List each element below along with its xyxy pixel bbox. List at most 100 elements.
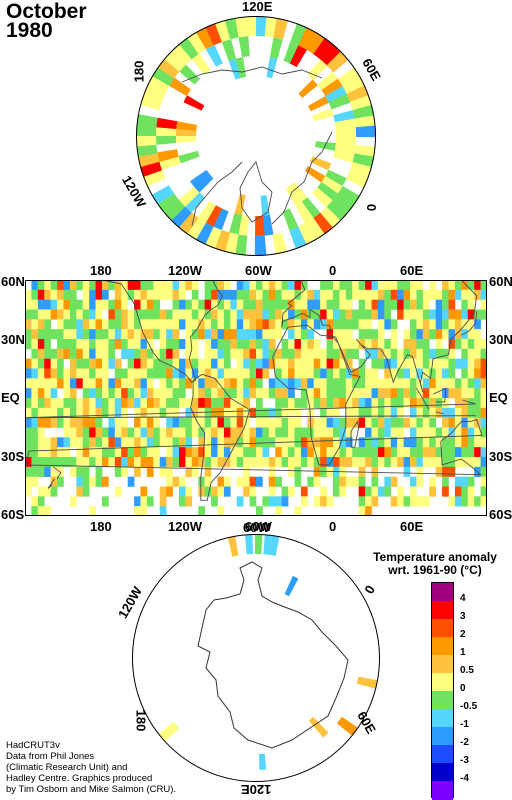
grid-cell: [256, 339, 263, 350]
grid-cell: [339, 329, 347, 340]
grid-cell: [37, 388, 45, 399]
grid-cell: [256, 299, 263, 310]
grid-cell: [461, 427, 469, 438]
grid-cell: [204, 398, 212, 409]
grid-cell: [358, 407, 366, 418]
grid-cell: [57, 280, 64, 291]
grid-cell: [63, 407, 71, 418]
grid-cell: [358, 319, 366, 330]
grid-cell: [377, 348, 385, 359]
grid-cell: [410, 427, 417, 438]
grid-cell: [410, 348, 417, 359]
grid-cell: [195, 222, 214, 245]
grid-cell: [288, 407, 295, 418]
grid-cell: [467, 319, 475, 330]
grid-cell: [31, 348, 39, 359]
grid-cell: [185, 368, 193, 379]
grid-cell: [211, 407, 218, 418]
grid-cell: [288, 368, 295, 379]
grid-cell: [335, 136, 356, 146]
grid-cell: [194, 174, 214, 193]
grid-cell: [268, 339, 276, 350]
grid-cell: [371, 358, 379, 369]
grid-cell: [365, 289, 372, 300]
grid-cell: [352, 339, 359, 350]
grid-cell: [339, 299, 347, 310]
grid-cell: [454, 447, 462, 458]
grid-cell: [198, 358, 205, 369]
grid-cell: [300, 289, 308, 300]
world-map-frame: [25, 280, 487, 516]
grid-cell: [204, 299, 212, 310]
grid-cell: [301, 197, 321, 219]
grid-cell: [179, 398, 186, 409]
grid-cell: [50, 407, 58, 418]
grid-cell: [230, 329, 238, 340]
grid-cell: [31, 496, 39, 507]
grid-cell: [480, 388, 487, 399]
grid-cell: [448, 437, 456, 448]
grid-cell: [454, 476, 462, 487]
grid-cell: [44, 329, 51, 340]
grid-cell: [179, 309, 186, 320]
grid-cell: [82, 339, 90, 350]
grid-cell: [281, 348, 289, 359]
grid-cell: [185, 378, 193, 389]
grid-cell: [320, 398, 327, 409]
grid-cell: [134, 289, 141, 300]
grid-cell: [243, 417, 250, 428]
grid-cell: [44, 398, 51, 409]
grid-cell: [410, 398, 417, 409]
grid-cell: [114, 339, 122, 350]
grid-cell: [320, 417, 327, 428]
grid-cell: [134, 378, 141, 389]
grid-cell: [313, 319, 321, 330]
grid-cell: [166, 309, 173, 320]
grid-cell: [416, 447, 424, 458]
grid-cell: [397, 398, 404, 409]
grid-cell: [172, 398, 180, 409]
grid-cell: [313, 496, 321, 507]
grid-cell: [134, 457, 141, 468]
grid-cell: [416, 339, 424, 350]
grid-cell: [377, 398, 385, 409]
grid-cell: [249, 496, 257, 507]
grid-cell: [454, 280, 462, 291]
grid-cell: [371, 427, 379, 438]
grid-cell: [275, 358, 282, 369]
grid-cell: [76, 280, 84, 291]
grid-cell: [256, 358, 263, 369]
bottom-longitude-label: 120W: [168, 519, 202, 534]
grid-cell: [108, 447, 116, 458]
grid-cell: [249, 378, 257, 389]
grid-cell: [429, 486, 436, 497]
south-label-60w: 60W: [243, 520, 270, 535]
grid-cell: [377, 299, 385, 310]
grid-cell: [191, 466, 199, 477]
grid-cell: [262, 319, 270, 330]
grid-cell: [337, 67, 361, 87]
grid-cell: [153, 309, 161, 320]
grid-cell: [198, 309, 205, 320]
grid-cell: [320, 299, 327, 310]
grid-cell: [467, 358, 475, 369]
grid-cell: [217, 309, 225, 320]
grid-cell: [243, 309, 250, 320]
grid-cell: [422, 329, 430, 340]
grid-cell: [159, 378, 167, 389]
grid-cell: [89, 358, 96, 369]
grid-cell: [146, 299, 154, 310]
grid-cell: [275, 506, 282, 516]
grid-cell: [230, 407, 238, 418]
grid-cell: [223, 358, 231, 369]
grid-cell: [326, 398, 334, 409]
grid-cell: [134, 358, 141, 369]
grid-cell: [397, 289, 404, 300]
grid-cell: [429, 457, 436, 468]
grid-cell: [454, 309, 462, 320]
grid-cell: [442, 348, 449, 359]
grid-cell: [153, 280, 161, 291]
grid-cell: [442, 427, 449, 438]
grid-cell: [185, 437, 193, 448]
grid-cell: [390, 339, 398, 350]
